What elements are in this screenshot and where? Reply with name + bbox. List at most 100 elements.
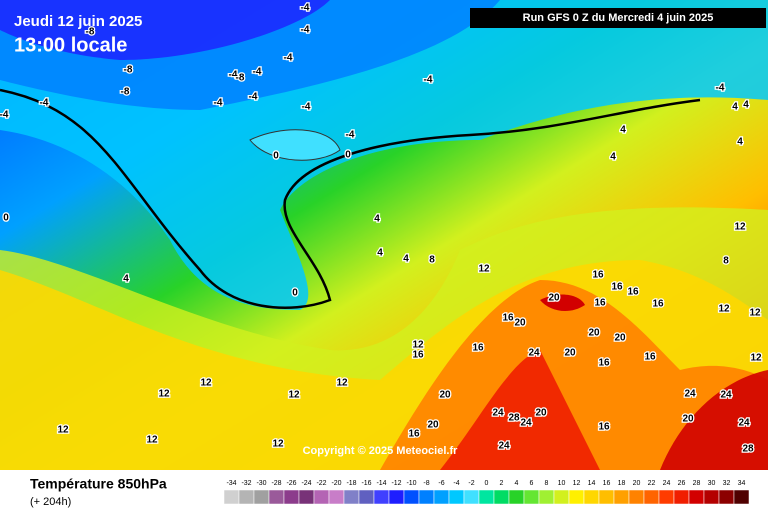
- contour-label: -4: [0, 110, 9, 121]
- scale-swatch: [538, 489, 555, 505]
- scale-label: -32: [241, 480, 251, 487]
- scale-label: -34: [226, 480, 236, 487]
- contour-label: 20: [427, 420, 439, 431]
- contour-label-halo: -4: [253, 67, 262, 78]
- contour-label: 24: [720, 390, 732, 401]
- contour-label: 20: [614, 333, 626, 344]
- scale-label: -14: [376, 480, 386, 487]
- contour-label-halo: 4: [732, 102, 738, 113]
- scale-swatch: [343, 489, 360, 505]
- contour-label-halo: 20: [564, 348, 576, 359]
- contour-label: 16: [408, 429, 420, 440]
- contour-label: 12: [336, 378, 348, 389]
- scale-swatch: [418, 489, 435, 505]
- contour-label-halo: 20: [439, 390, 451, 401]
- contour-label-halo: -4: [424, 75, 433, 86]
- contour-label: 16: [502, 313, 514, 324]
- contour-label-halo: 16: [594, 298, 606, 309]
- contour-label-halo: 24: [738, 418, 750, 429]
- scale-label: 12: [573, 480, 581, 487]
- contour-label-halo: 20: [535, 408, 547, 419]
- contour-label: 16: [472, 343, 484, 354]
- contour-label-halo: -4: [302, 102, 311, 113]
- scale-label: -4: [453, 480, 459, 487]
- contour-label-halo: -4: [214, 98, 223, 109]
- contour-label: 20: [439, 390, 451, 401]
- scale-label: -20: [331, 480, 341, 487]
- contour-label-halo: 16: [592, 270, 604, 281]
- contour-label: -4: [346, 130, 355, 141]
- contour-label: -4: [424, 75, 433, 86]
- contour-label: 4: [732, 102, 738, 113]
- contour-label: 20: [588, 328, 600, 339]
- contour-label-halo: 12: [158, 389, 170, 400]
- scale-label: 8: [545, 480, 549, 487]
- contour-label: 4: [737, 137, 743, 148]
- contour-label-halo: 16: [472, 343, 484, 354]
- contour-label-halo: 12: [336, 378, 348, 389]
- contour-label-halo: -4: [40, 98, 49, 109]
- scale-swatch: [268, 489, 285, 505]
- contour-label: 12: [749, 308, 761, 319]
- contour-label-halo: 16: [598, 422, 610, 433]
- contour-label-halo: 16: [644, 352, 656, 363]
- contour-label-halo: -4: [0, 110, 9, 121]
- contour-label-halo: 4: [377, 248, 383, 259]
- scale-label: -28: [271, 480, 281, 487]
- scale-swatch: [433, 489, 450, 505]
- contour-label: -8: [124, 65, 133, 76]
- contour-label: 16: [627, 287, 639, 298]
- contour-label-halo: 16: [598, 358, 610, 369]
- contour-label-halo: 12: [478, 264, 490, 275]
- contour-label: 12: [200, 378, 212, 389]
- contour-label-halo: 8: [429, 255, 435, 266]
- contour-label: 0: [3, 213, 9, 224]
- scale-label: 0: [485, 480, 489, 487]
- scale-label: -24: [301, 480, 311, 487]
- contour-label-halo: 0: [292, 288, 298, 299]
- contour-label-halo: 24: [498, 441, 510, 452]
- scale-label: -16: [361, 480, 371, 487]
- scale-label: 18: [618, 480, 626, 487]
- contour-label: 4: [123, 274, 129, 285]
- scale-swatch: [583, 489, 600, 505]
- contour-label-halo: -4: [716, 83, 725, 94]
- contour-label-halo: -8: [236, 73, 245, 84]
- scale-label: 16: [603, 480, 611, 487]
- scale-label: 26: [678, 480, 686, 487]
- contour-label: 4: [620, 125, 626, 136]
- contour-label-halo: 4: [620, 125, 626, 136]
- forecast-date: Jeudi 12 juin 2025: [14, 13, 142, 30]
- scale-swatch: [358, 489, 375, 505]
- contour-label: -4: [40, 98, 49, 109]
- contour-label-halo: 28: [508, 413, 520, 424]
- contour-label-halo: -4: [284, 53, 293, 64]
- contour-label: -8: [121, 87, 130, 98]
- contour-label-halo: -4: [249, 92, 258, 103]
- scale-swatch: [238, 489, 255, 505]
- scale-label: -2: [468, 480, 474, 487]
- footer-lead: (+ 204h): [30, 496, 71, 508]
- contour-label: -8: [236, 73, 245, 84]
- contour-label-halo: 16: [408, 429, 420, 440]
- contour-label-halo: 20: [588, 328, 600, 339]
- contour-label: 4: [374, 214, 380, 225]
- contour-label-halo: -4: [229, 70, 238, 81]
- run-info: Run GFS 0 Z du Mercredi 4 juin 2025: [523, 12, 714, 24]
- contour-label-halo: -8: [124, 65, 133, 76]
- contour-label: -8: [86, 27, 95, 38]
- contour-label: 12: [412, 340, 424, 351]
- scale-label: 32: [723, 480, 731, 487]
- map: [0, 0, 768, 471]
- contour-label: 0: [292, 288, 298, 299]
- contour-label: 20: [682, 414, 694, 425]
- contour-label-halo: 12: [749, 308, 761, 319]
- scale-swatch: [658, 489, 675, 505]
- contour-label: 12: [750, 353, 762, 364]
- contour-label: 4: [377, 248, 383, 259]
- contour-label: 16: [644, 352, 656, 363]
- contour-label-halo: 16: [502, 313, 514, 324]
- scale-swatch: [253, 489, 270, 505]
- contour-label: 8: [723, 256, 729, 267]
- contour-label-halo: 16: [627, 287, 639, 298]
